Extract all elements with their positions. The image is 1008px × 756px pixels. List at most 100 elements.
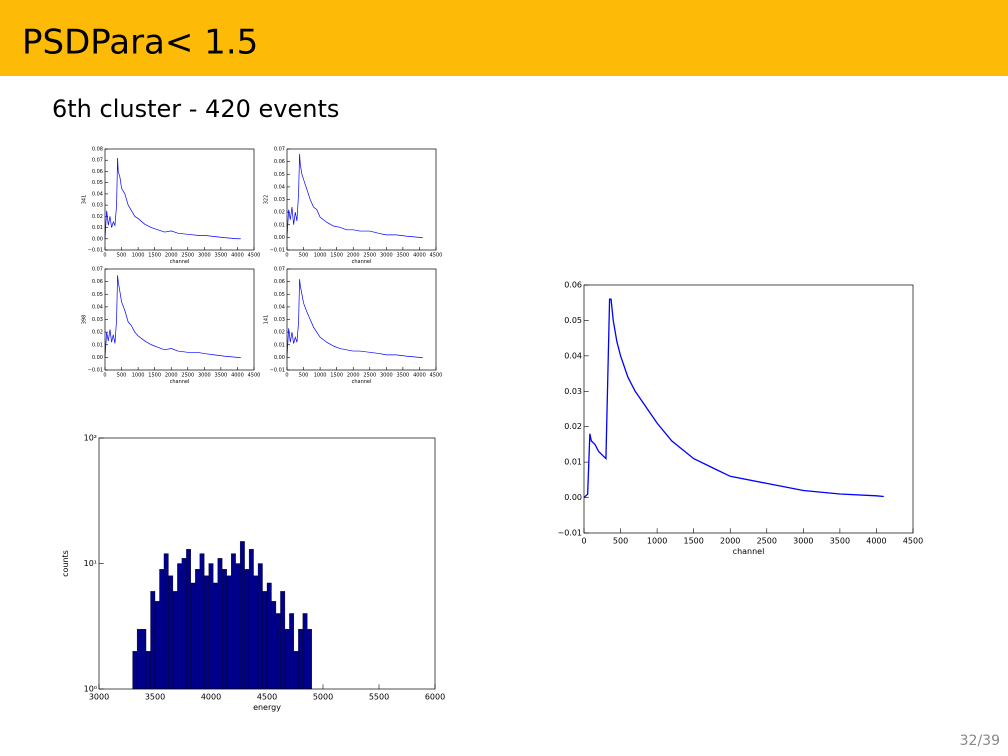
y-tick-label: 0.01	[274, 342, 285, 348]
histogram-bar	[307, 628, 312, 690]
x-tick-label: 2500	[363, 373, 376, 379]
y-tick-label: 10⁰	[84, 685, 97, 694]
histogram-bar	[244, 569, 250, 690]
x-tick-label: 2500	[363, 253, 376, 259]
x-tick-label: 5500	[369, 693, 389, 702]
x-tick-label: 0	[285, 373, 288, 379]
waveform-line	[286, 279, 423, 358]
axes-frame	[104, 268, 255, 371]
y-tick-label: 0.07	[274, 267, 285, 273]
y-tick-label: 10²	[84, 434, 97, 443]
x-tick-label: 4500	[903, 537, 923, 546]
waveform-line	[104, 275, 241, 358]
waveform-line	[583, 298, 884, 499]
histogram-bar	[217, 558, 223, 690]
histogram-bar	[208, 563, 214, 690]
y-tick-label: −0.01	[88, 368, 103, 374]
y-tick-label: 0.00	[274, 235, 285, 241]
x-axis-label: channel	[170, 379, 190, 385]
x-axis-label: channel	[352, 379, 372, 385]
x-tick-label: 3000	[198, 253, 211, 259]
histogram-bar	[199, 553, 205, 690]
axes-frame	[286, 148, 437, 251]
histogram-bar	[186, 549, 191, 690]
histogram-bar	[235, 563, 241, 690]
x-tick-label: 1500	[330, 253, 343, 259]
y-tick-label: 0.00	[92, 355, 103, 361]
y-tick-label: 0.02	[564, 422, 582, 431]
x-tick-label: 1500	[148, 373, 161, 379]
x-tick-label: 2500	[757, 537, 777, 546]
histogram-bar	[231, 553, 236, 690]
x-tick-label: 500	[117, 373, 127, 379]
x-tick-label: 4000	[231, 373, 244, 379]
histogram-bar	[150, 591, 156, 690]
y-axis-label: counts	[61, 550, 70, 577]
y-tick-label: 0.01	[564, 458, 582, 467]
histogram-bar	[168, 575, 174, 690]
x-tick-label: 0	[581, 537, 586, 546]
x-axis-label: channel	[170, 259, 190, 265]
y-tick-label: −0.01	[557, 529, 582, 538]
x-tick-label: 3500	[397, 373, 410, 379]
y-tick-label: 0.03	[564, 387, 582, 396]
y-tick-label: 0.05	[564, 316, 582, 325]
histogram-bar	[271, 601, 277, 690]
axes-frame	[98, 437, 436, 690]
axes-frame	[286, 268, 437, 371]
x-tick-label: 500	[117, 253, 127, 259]
x-axis-label: energy	[253, 703, 281, 712]
axes-frame	[583, 284, 914, 534]
y-tick-label: 0.02	[274, 210, 285, 216]
y-axis-label: 322	[264, 195, 270, 205]
histogram-bar	[177, 563, 183, 690]
y-tick-label: 0.00	[92, 236, 103, 242]
histogram-bar	[154, 601, 160, 690]
y-tick-label: 0.08	[92, 147, 103, 153]
x-tick-label: 2500	[181, 253, 194, 259]
histogram-bar	[132, 651, 138, 690]
x-tick-label: 4500	[248, 253, 261, 259]
x-tick-label: 4500	[248, 373, 261, 379]
x-tick-label: 1500	[330, 373, 343, 379]
x-tick-label: 1000	[314, 373, 327, 379]
x-tick-label: 1500	[148, 253, 161, 259]
histogram-bar	[253, 575, 259, 690]
y-tick-label: 0.07	[92, 267, 103, 273]
x-tick-label: 1000	[132, 373, 145, 379]
histogram-bar	[181, 558, 187, 690]
x-tick-label: 6000	[425, 693, 445, 702]
y-tick-label: −0.01	[88, 248, 103, 254]
y-tick-label: 0.07	[274, 147, 285, 153]
histogram-bar	[248, 549, 254, 690]
y-tick-label: 0.03	[92, 317, 103, 323]
x-tick-label: 4000	[866, 537, 886, 546]
x-tick-label: 3500	[215, 253, 228, 259]
y-tick-label: 0.05	[92, 180, 103, 186]
x-tick-label: 3000	[380, 373, 393, 379]
x-tick-label: 2000	[347, 373, 360, 379]
y-tick-label: 0.02	[92, 214, 103, 220]
y-tick-label: 0.03	[274, 317, 285, 323]
y-tick-label: 10¹	[84, 559, 97, 568]
histogram-bar	[226, 575, 232, 690]
histogram-bar	[280, 591, 286, 690]
y-axis-label: 398	[82, 315, 88, 325]
histogram-bar	[136, 628, 142, 690]
y-tick-label: 0.06	[274, 159, 285, 165]
x-tick-label: 4000	[413, 373, 426, 379]
slide-subtitle: 6th cluster - 420 events	[52, 95, 339, 123]
x-tick-label: 1000	[132, 253, 145, 259]
x-tick-label: 2500	[181, 373, 194, 379]
histogram-bar	[145, 651, 151, 690]
y-tick-label: 0.04	[564, 351, 582, 360]
x-tick-label: 500	[613, 537, 628, 546]
x-tick-label: 4500	[430, 253, 443, 259]
axes-frame	[104, 148, 255, 251]
x-tick-label: 4500	[430, 373, 443, 379]
x-tick-label: 1000	[647, 537, 667, 546]
histogram-bar	[159, 569, 165, 690]
header-band	[0, 0, 1008, 76]
y-tick-label: 0.05	[92, 292, 103, 298]
y-tick-label: 0.00	[564, 493, 582, 502]
